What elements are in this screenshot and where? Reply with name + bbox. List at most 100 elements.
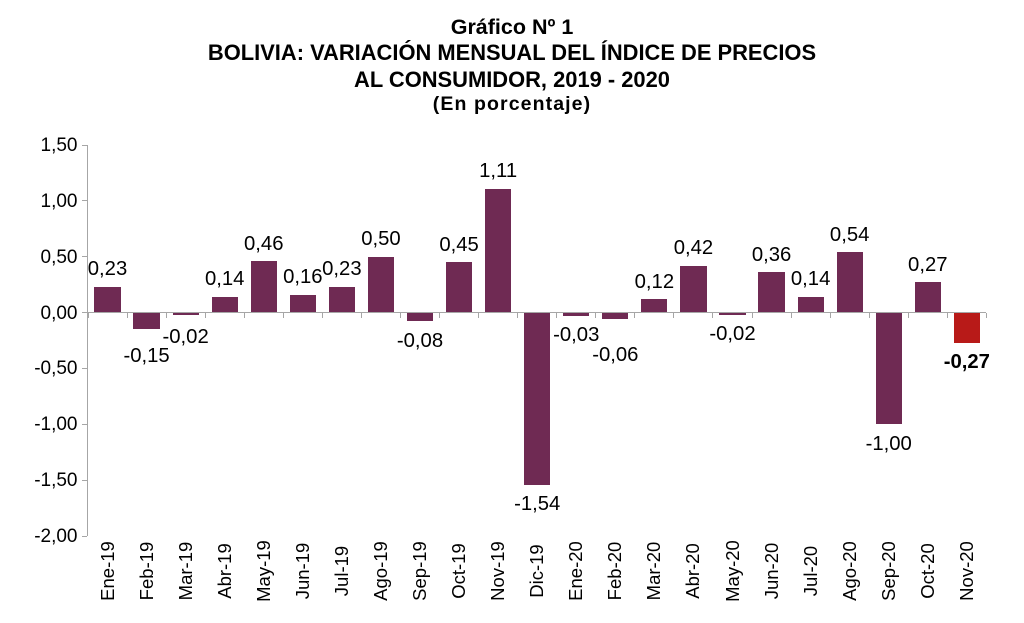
x-axis-tick — [712, 313, 714, 318]
bar-Nov-19 — [485, 188, 512, 313]
x-axis-category-label: Oct-20 — [916, 543, 938, 599]
x-axis-tick — [556, 313, 558, 318]
bar-value-label-Feb-19: -0,15 — [123, 345, 170, 368]
bar-Mar-20 — [641, 299, 668, 313]
x-axis-tick — [165, 313, 167, 318]
y-axis-tick — [82, 144, 87, 146]
x-axis-category-label: Jun-20 — [760, 542, 782, 600]
x-axis-category-label: Abr-20 — [682, 543, 704, 599]
bar-value-label-Oct-20: 0,27 — [908, 253, 948, 276]
x-axis-category-label: Jul-20 — [799, 545, 821, 597]
bar-Abr-19 — [211, 296, 238, 313]
chart-title-subtitle: (En porcentaje) — [432, 92, 592, 115]
bar-Ago-19 — [367, 256, 395, 313]
chart-title-line-1: Gráfico Nº 1 — [450, 14, 574, 39]
bar-Sep-20 — [875, 312, 902, 425]
bar-value-label-Mar-20: 0,12 — [634, 270, 675, 293]
bar-Abr-20 — [680, 265, 707, 313]
bar-value-label-Jun-20: 0,36 — [751, 243, 792, 266]
bar-value-label-Mar-19: -0,02 — [162, 325, 209, 348]
x-axis-tick — [439, 313, 441, 318]
bar-value-label-Feb-20: -0,06 — [592, 343, 639, 366]
x-axis-tick — [321, 313, 323, 318]
y-axis-tick — [82, 312, 87, 314]
x-axis-tick — [868, 313, 870, 318]
x-axis-category-label: May-20 — [721, 540, 743, 602]
bar-value-label-Ago-20: 0,54 — [829, 223, 870, 246]
bar-value-label-Nov-19: 1,11 — [479, 160, 518, 182]
x-axis-category-label: Mar-19 — [174, 541, 196, 601]
x-axis-tick — [946, 313, 948, 318]
y-axis-label: 1,00 — [40, 190, 78, 212]
x-axis-tick — [907, 313, 909, 318]
x-axis-tick — [634, 313, 636, 318]
x-axis-category-label: Dic-19 — [526, 544, 548, 598]
bar-value-label-Jul-20: 0,14 — [790, 268, 831, 291]
x-axis-tick — [478, 313, 480, 318]
x-axis-category-label: Ago-19 — [369, 541, 391, 601]
bar-value-label-Jun-19: 0,16 — [283, 266, 323, 289]
bar-value-label-Abr-20: 0,42 — [673, 237, 714, 260]
x-axis-category-label: Oct-19 — [448, 543, 470, 599]
x-axis-tick — [204, 313, 206, 318]
bar-Oct-19 — [445, 262, 473, 313]
x-axis-tick — [360, 313, 362, 318]
bar-May-20 — [719, 312, 746, 315]
x-axis-tick — [243, 313, 245, 318]
y-axis-tick — [82, 367, 87, 369]
y-axis-label: 0,50 — [40, 246, 78, 268]
y-axis-line — [87, 145, 88, 536]
bar-Ene-20 — [563, 312, 590, 316]
bar-Sep-19 — [406, 312, 434, 322]
bar-May-19 — [250, 261, 277, 313]
x-axis-category-label: Feb-19 — [135, 541, 157, 601]
x-axis-category-label: Jun-19 — [291, 542, 313, 600]
x-axis-tick — [595, 313, 597, 318]
y-axis-label: 1,50 — [40, 135, 78, 156]
x-axis-line — [88, 311, 987, 314]
bar-Jul-20 — [797, 296, 824, 313]
y-axis-label: -1,00 — [34, 414, 78, 436]
bar-value-label-Nov-20: -0,27 — [943, 351, 990, 374]
bar-value-label-Ago-19: 0,50 — [361, 228, 401, 251]
x-axis-category-label: Sep-20 — [877, 541, 899, 601]
y-axis-label: -1,50 — [34, 470, 78, 492]
x-axis-category-label: Ene-20 — [565, 541, 587, 601]
x-axis-category-label: Sep-19 — [409, 541, 431, 601]
x-axis-tick — [126, 313, 128, 318]
bar-Ago-20 — [836, 252, 863, 313]
chart-title-line-3: AL CONSUMIDOR, 2019 - 2020 — [354, 66, 670, 92]
bar-value-label-Ene-19: 0,23 — [87, 258, 128, 281]
y-axis-label: 0,00 — [40, 302, 78, 324]
x-axis-category-label: Nov-19 — [487, 541, 509, 601]
x-axis-tick — [399, 313, 401, 318]
bar-Oct-20 — [914, 282, 941, 313]
x-axis-category-label: Jul-19 — [330, 545, 352, 597]
bar-Ene-19 — [94, 286, 121, 313]
x-axis-category-label: May-19 — [252, 540, 274, 602]
bar-Jun-19 — [289, 294, 316, 313]
x-axis-tick — [829, 313, 831, 318]
x-axis-tick — [751, 313, 753, 318]
bar-value-label-Jul-19: 0,23 — [322, 258, 362, 281]
bar-Feb-20 — [602, 312, 629, 320]
y-axis-tick — [82, 535, 87, 537]
bar-Nov-20 — [953, 312, 980, 343]
x-axis-tick — [282, 313, 284, 318]
bar-Feb-19 — [133, 312, 160, 330]
y-axis-tick — [82, 256, 87, 258]
bar-value-label-Dic-19: -1,54 — [514, 493, 561, 516]
x-axis-tick — [87, 313, 89, 318]
bar-value-label-Oct-19: 0,45 — [439, 233, 479, 256]
bar-value-label-May-19: 0,46 — [244, 232, 284, 255]
y-axis-tick — [82, 423, 87, 425]
bar-value-label-Sep-19: -0,08 — [396, 329, 444, 352]
y-axis-label: -0,50 — [34, 358, 78, 380]
bar-Jun-20 — [758, 272, 785, 313]
x-axis-tick — [790, 313, 792, 318]
bar-value-label-May-20: -0,02 — [709, 323, 756, 346]
x-axis-tick — [673, 313, 675, 318]
bar-Jul-19 — [328, 286, 355, 313]
